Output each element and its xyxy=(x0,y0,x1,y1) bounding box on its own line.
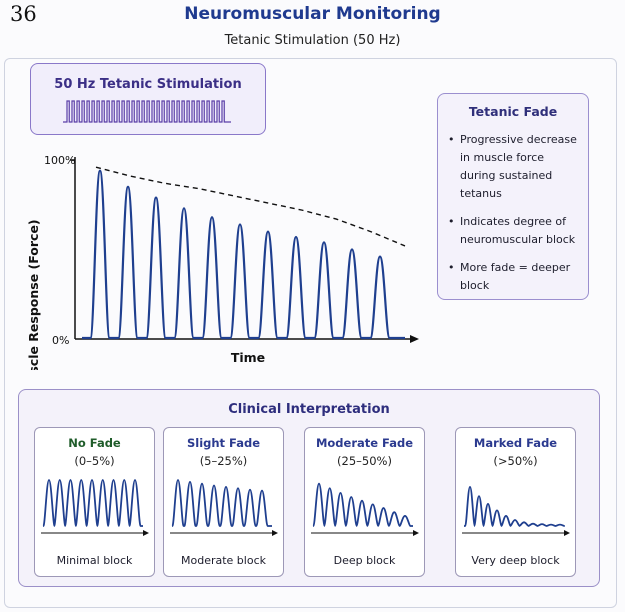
page-number: 36 xyxy=(10,2,37,26)
card-range: (>50%) xyxy=(493,454,538,468)
card-trace xyxy=(171,479,272,527)
card-label: Minimal block xyxy=(56,554,133,567)
stimulus-pulses xyxy=(63,100,231,123)
tetanic-response-chart: Muscle Response (Force) 100% 0% Time xyxy=(26,154,419,370)
stimulus-label: 50 Hz Tetanic Stimulation xyxy=(54,77,242,92)
x-axis-label: Time xyxy=(231,350,265,365)
card-axis-arrow xyxy=(272,530,278,536)
fade-panel-heading: Tetanic Fade xyxy=(468,104,558,119)
page-title: Neuromuscular Monitoring xyxy=(184,4,441,24)
card-title: No Fade xyxy=(68,436,121,450)
clinical-interpretation-panel: Clinical Interpretation No Fade (0–5%) M… xyxy=(18,389,600,587)
card-waveform xyxy=(41,479,149,536)
x-axis-arrow xyxy=(410,335,419,343)
stimulus-box: 50 Hz Tetanic Stimulation xyxy=(30,63,266,135)
card-title: Moderate Fade xyxy=(315,436,414,450)
card-range: (0–5%) xyxy=(74,454,115,468)
stimulus-pulse-train xyxy=(63,100,231,123)
card-moderate-fade: Moderate Fade (25–50%) Deep block xyxy=(304,427,425,577)
card-trace xyxy=(312,482,413,527)
card-label: Moderate block xyxy=(181,554,266,567)
card-title: Slight Fade xyxy=(186,436,261,450)
fade-bullet: • More fade = deeper block xyxy=(448,261,571,292)
clinical-heading: Clinical Interpretation xyxy=(228,402,390,417)
card-no-fade: No Fade (0–5%) Minimal block xyxy=(34,427,155,577)
card-range: (5–25%) xyxy=(199,454,248,468)
card-axis-arrow xyxy=(413,530,419,536)
card-slight-fade: Slight Fade (5–25%) Moderate block xyxy=(163,427,284,577)
card-axis-arrow xyxy=(143,530,149,536)
fade-bullet-list: • Progressive decrease in muscle force du… xyxy=(438,131,588,295)
card-marked-fade: Marked Fade (>50%) Very deep block xyxy=(455,427,576,577)
card-label: Very deep block xyxy=(471,554,560,567)
y-tick-0: 0% xyxy=(52,334,69,347)
fade-envelope xyxy=(95,166,406,247)
card-waveform xyxy=(170,479,278,536)
card-waveform xyxy=(462,485,570,536)
content-frame xyxy=(4,58,617,608)
card-trace xyxy=(464,485,565,527)
page-subtitle: Tetanic Stimulation (50 Hz) xyxy=(224,33,401,48)
card-waveform xyxy=(311,482,419,536)
tetanic-fade-panel: Tetanic Fade • Progressive decrease in mu… xyxy=(437,93,589,300)
card-range: (25–50%) xyxy=(337,454,392,468)
card-title: Marked Fade xyxy=(473,436,558,450)
response-trace xyxy=(82,169,405,340)
card-trace xyxy=(42,479,143,527)
card-axis-arrow xyxy=(564,530,570,536)
fade-bullet: • Progressive decrease in muscle force du… xyxy=(448,133,577,200)
y-tick-100: 100% xyxy=(44,154,75,167)
y-axis-label: Muscle Response (Force) xyxy=(26,219,41,370)
card-label: Deep block xyxy=(333,554,396,567)
fade-bullet: • Indicates degree of neuromuscular block xyxy=(448,215,576,246)
